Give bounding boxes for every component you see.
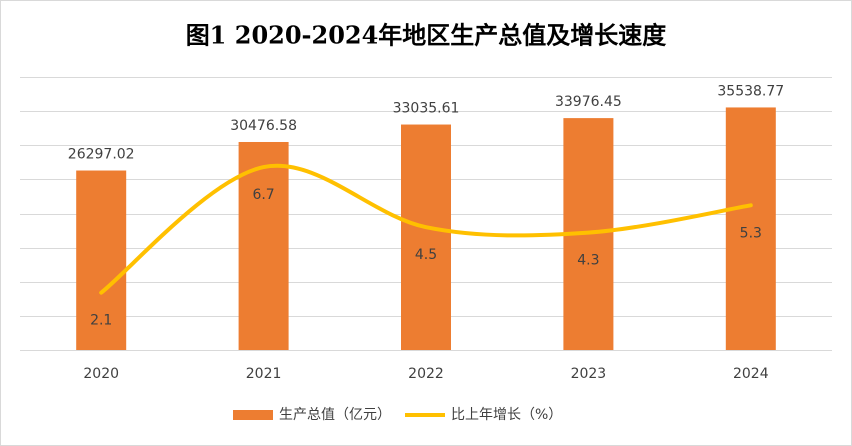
bar [238,141,289,350]
bar-value-label: 26297.02 [68,147,135,163]
line-value-label: 5.3 [740,225,762,241]
x-tick-label: 2023 [571,366,607,382]
line-value-label: 6.7 [252,187,274,203]
bar-value-label: 30476.58 [230,118,297,134]
bar-value-label: 35538.77 [717,83,784,99]
bar [401,124,451,351]
x-tick-label: 2024 [733,366,769,382]
x-tick-label: 2020 [83,366,119,382]
legend-swatch [233,410,273,420]
bar-value-label: 33035.61 [393,101,460,117]
bar [76,170,127,350]
legend-label: 比上年增长（%） [451,407,562,423]
bar-value-label: 33976.45 [555,94,622,110]
line-value-label: 4.3 [577,253,599,269]
x-tick-label: 2021 [246,366,282,382]
bar [725,107,776,350]
line-value-label: 2.1 [90,313,112,329]
x-tick-label: 2022 [408,366,444,382]
line-value-label: 4.5 [415,247,437,263]
line [99,163,753,295]
legend-label: 生产总值（亿元） [279,407,391,423]
chart-title: 图1 2020-2024年地区生产总值及增长速度 [186,21,668,50]
